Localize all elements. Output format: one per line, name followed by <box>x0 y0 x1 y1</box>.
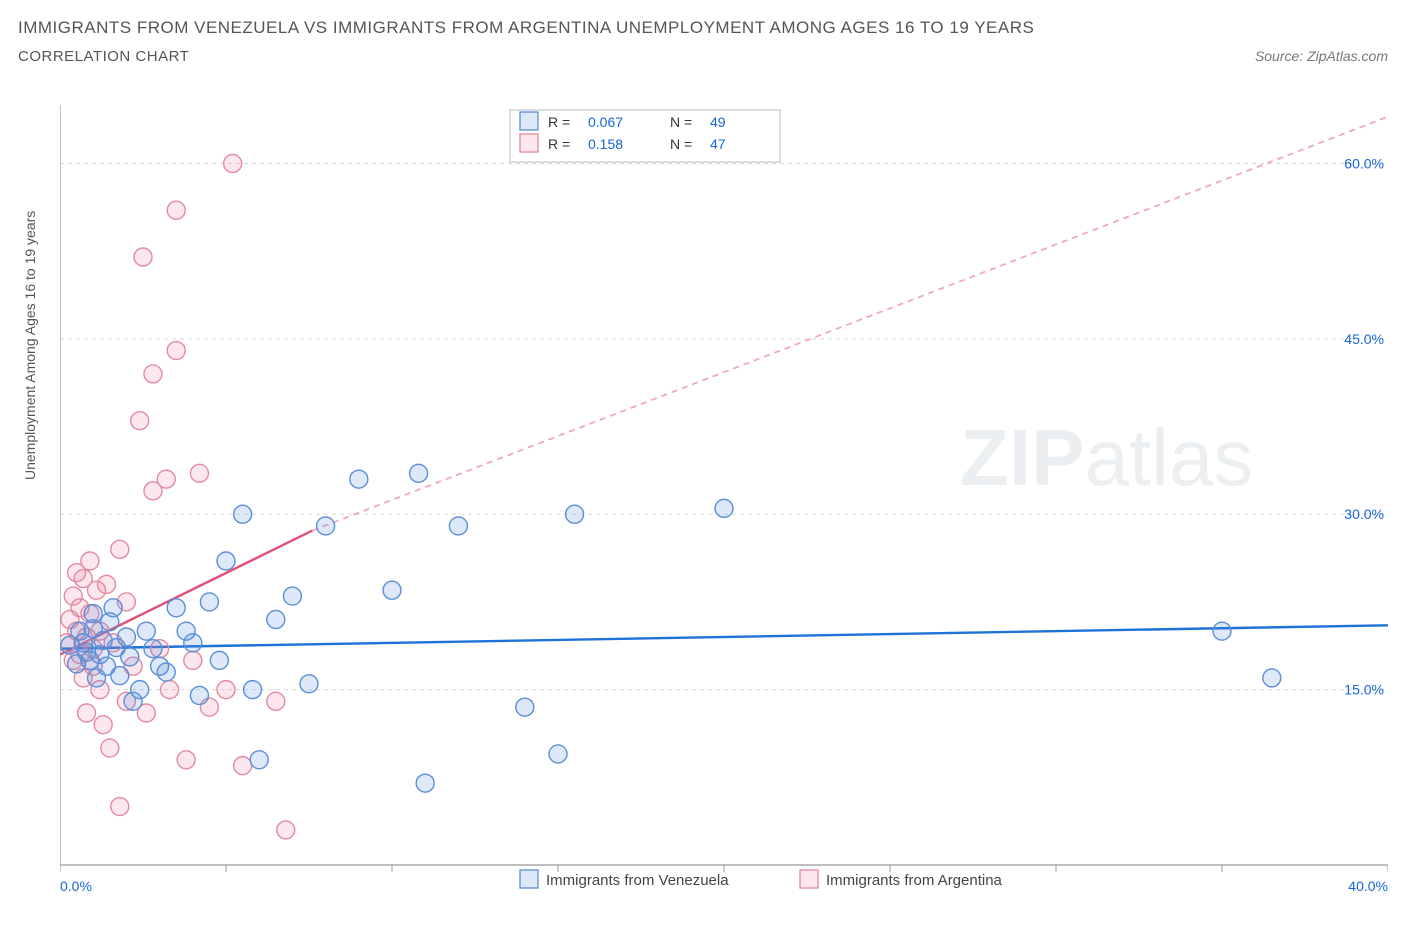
svg-text:Immigrants from Venezuela: Immigrants from Venezuela <box>546 872 729 889</box>
subtitle: CORRELATION CHART <box>18 48 189 65</box>
svg-text:R =: R = <box>548 114 570 130</box>
svg-text:60.0%: 60.0% <box>1344 155 1384 171</box>
y-axis-label: Unemployment Among Ages 16 to 19 years <box>22 211 38 480</box>
svg-text:47: 47 <box>710 136 726 152</box>
svg-text:N =: N = <box>670 136 692 152</box>
svg-text:45.0%: 45.0% <box>1344 331 1384 347</box>
chart: ZIPatlas0.0%40.0%15.0%30.0%45.0%60.0%R =… <box>60 105 1388 865</box>
svg-text:30.0%: 30.0% <box>1344 506 1384 522</box>
svg-text:0.158: 0.158 <box>588 136 623 152</box>
svg-text:15.0%: 15.0% <box>1344 682 1384 698</box>
page-title: IMMIGRANTS FROM VENEZUELA VS IMMIGRANTS … <box>18 18 1388 38</box>
svg-text:R =: R = <box>548 136 570 152</box>
svg-text:0.0%: 0.0% <box>60 878 92 894</box>
svg-text:0.067: 0.067 <box>588 114 623 130</box>
source-attribution: Source: ZipAtlas.com <box>1255 48 1388 64</box>
svg-text:N =: N = <box>670 114 692 130</box>
svg-text:Immigrants from Argentina: Immigrants from Argentina <box>826 872 1003 889</box>
svg-text:49: 49 <box>710 114 726 130</box>
svg-text:40.0%: 40.0% <box>1348 878 1388 894</box>
svg-text:ZIPatlas: ZIPatlas <box>960 413 1253 502</box>
